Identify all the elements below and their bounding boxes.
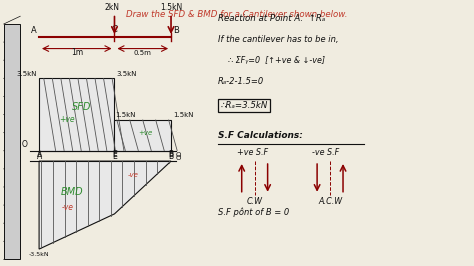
Polygon shape <box>115 120 171 151</box>
Text: 0.5m: 0.5m <box>134 50 152 56</box>
Text: C.W: C.W <box>246 197 263 206</box>
Text: 1.5kN: 1.5kN <box>173 112 194 118</box>
Text: S.F Calculations:: S.F Calculations: <box>218 131 303 140</box>
Polygon shape <box>39 161 171 249</box>
Text: 1.5kN: 1.5kN <box>160 3 182 12</box>
Text: -ve: -ve <box>61 203 73 212</box>
Text: B: B <box>168 149 173 159</box>
Text: 1.5kN: 1.5kN <box>116 112 136 118</box>
Text: 1m: 1m <box>71 48 83 57</box>
Text: A: A <box>36 152 42 161</box>
Text: A.C.W: A.C.W <box>318 197 342 206</box>
Text: -ve: -ve <box>128 172 139 178</box>
Text: ∴ ΣFᵧ=0  [↑+ve & ↓-ve]: ∴ ΣFᵧ=0 [↑+ve & ↓-ve] <box>228 56 325 65</box>
Text: S.F pônt of B = 0: S.F pônt of B = 0 <box>218 208 290 217</box>
Text: Rₐ-2-1.5=0: Rₐ-2-1.5=0 <box>218 77 264 86</box>
Text: O: O <box>176 155 181 161</box>
Polygon shape <box>39 78 115 151</box>
Text: 3.5kN: 3.5kN <box>16 71 36 77</box>
Text: +ve: +ve <box>138 130 152 136</box>
Text: 3.5kN: 3.5kN <box>117 71 137 77</box>
Text: O: O <box>21 140 27 149</box>
Text: -ve S.F: -ve S.F <box>312 148 340 157</box>
Text: BMD: BMD <box>61 187 83 197</box>
Text: E: E <box>112 152 117 161</box>
Text: +ve S.F: +ve S.F <box>237 148 268 157</box>
Text: E: E <box>112 149 117 159</box>
Text: Draw the SFD & BMD for a Cantilever shown below.: Draw the SFD & BMD for a Cantilever show… <box>126 10 348 19</box>
Text: O: O <box>176 152 181 158</box>
Text: 2kN: 2kN <box>105 3 119 12</box>
Text: B: B <box>173 26 179 35</box>
Polygon shape <box>4 24 20 259</box>
Text: A: A <box>36 149 42 159</box>
Text: A: A <box>31 26 36 35</box>
Text: C: C <box>111 25 118 34</box>
Text: ∴Rₐ=3.5kN: ∴Rₐ=3.5kN <box>220 101 268 110</box>
Text: If the cantilever has to be in,: If the cantilever has to be in, <box>218 35 338 44</box>
Text: SFD: SFD <box>72 102 91 112</box>
Text: +ve: +ve <box>60 115 75 124</box>
Text: B: B <box>168 152 173 161</box>
Text: Reaction at Point A.  ↑Rₐ: Reaction at Point A. ↑Rₐ <box>218 14 326 23</box>
Text: -3.5kN: -3.5kN <box>29 252 49 257</box>
